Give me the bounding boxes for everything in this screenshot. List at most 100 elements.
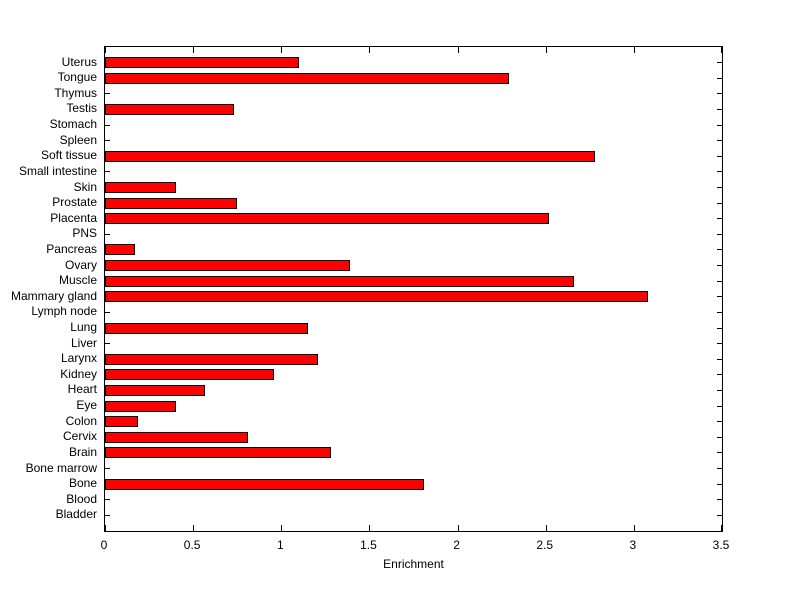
x-tick-top	[721, 47, 722, 53]
y-tick-left	[105, 343, 110, 345]
x-tick-label: 3.5	[712, 538, 730, 552]
y-tick-label: Blood	[66, 491, 97, 506]
y-tick-label: Mammary gland	[10, 288, 97, 303]
y-tick-label: Ovary	[64, 257, 97, 272]
x-tick-bottom	[281, 525, 283, 531]
plot-area	[104, 46, 723, 532]
bar-brain	[105, 447, 331, 459]
x-tick-label: 1	[276, 538, 284, 552]
y-tick-label: Stomach	[49, 117, 97, 132]
bar-tongue	[105, 72, 509, 84]
bar-heart	[105, 384, 205, 396]
y-tick-label: Liver	[70, 335, 97, 350]
x-tick-bottom	[369, 525, 371, 531]
bar-ovary	[105, 260, 350, 272]
x-tick-top	[281, 47, 283, 53]
bar-uterus	[105, 57, 299, 69]
x-tick-label: 0	[100, 538, 108, 552]
y-tick-left	[105, 499, 110, 501]
x-tick-bottom	[457, 525, 459, 531]
x-tick-bottom	[105, 525, 106, 531]
y-tick-right	[717, 140, 722, 142]
y-tick-label: Lung	[70, 320, 97, 335]
bar-kidney	[105, 369, 274, 381]
bar-colon	[105, 416, 138, 428]
y-tick-right	[717, 358, 722, 360]
bar-cervix	[105, 431, 248, 443]
y-tick-right	[717, 311, 722, 313]
y-tick-right	[717, 296, 722, 298]
y-tick-left	[105, 171, 110, 173]
y-tick-label: Prostate	[52, 195, 97, 210]
y-tick-right	[717, 421, 722, 423]
bar-mammary-gland	[105, 291, 648, 303]
bar-prostate	[105, 197, 237, 209]
y-tick-label: Uterus	[61, 54, 97, 69]
x-tick-bottom	[721, 525, 722, 531]
y-tick-right	[717, 327, 722, 329]
y-tick-right	[717, 436, 722, 438]
y-tick-label: Cervix	[62, 429, 97, 444]
x-tick-label: 0.5	[183, 538, 201, 552]
bar-placenta	[105, 213, 549, 225]
y-tick-right	[717, 124, 722, 126]
y-tick-label: Colon	[65, 413, 97, 428]
bar-lung	[105, 322, 308, 334]
y-tick-right	[717, 280, 722, 282]
y-tick-right	[717, 452, 722, 454]
y-tick-right	[717, 389, 722, 391]
y-tick-right	[717, 499, 722, 501]
y-tick-label: Larynx	[60, 351, 97, 366]
y-tick-label: PNS	[72, 226, 97, 241]
bar-testis	[105, 103, 234, 115]
x-tick-label: 3	[629, 538, 637, 552]
y-tick-label: Heart	[67, 382, 97, 397]
y-tick-right	[717, 77, 722, 79]
y-tick-right	[717, 233, 722, 235]
y-tick-label: Small intestine	[18, 163, 97, 178]
y-tick-left	[105, 140, 110, 142]
x-tick-bottom	[633, 525, 635, 531]
y-tick-label: Thymus	[54, 85, 97, 100]
y-tick-right	[717, 62, 722, 64]
y-tick-label: Skin	[73, 179, 97, 194]
y-tick-right	[717, 249, 722, 251]
x-tick-top	[545, 47, 547, 53]
y-tick-right	[717, 171, 722, 173]
y-tick-label: Spleen	[59, 132, 97, 147]
bar-larynx	[105, 353, 318, 365]
y-tick-label: Soft tissue	[40, 148, 97, 163]
x-tick-top	[633, 47, 635, 53]
y-tick-label: Eye	[76, 398, 97, 413]
y-tick-label: Bone	[68, 476, 97, 491]
bar-eye	[105, 400, 176, 412]
y-tick-left	[105, 124, 110, 126]
x-tick-top	[457, 47, 459, 53]
y-tick-left	[105, 468, 110, 470]
x-tick-bottom	[193, 525, 195, 531]
y-tick-right	[717, 483, 722, 485]
y-tick-label: Bone marrow	[25, 460, 97, 475]
y-tick-right	[717, 265, 722, 267]
y-tick-left	[105, 311, 110, 313]
y-tick-right	[717, 405, 722, 407]
y-tick-label: Tongue	[57, 70, 97, 85]
y-tick-right	[717, 374, 722, 376]
y-tick-right	[717, 202, 722, 204]
y-tick-right	[717, 187, 722, 189]
bar-skin	[105, 182, 176, 194]
y-tick-label: Brain	[68, 444, 97, 459]
x-tick-label: 1.5	[360, 538, 377, 552]
x-tick-bottom	[545, 525, 547, 531]
bar-pancreas	[105, 244, 135, 256]
y-tick-left	[105, 93, 110, 95]
x-tick-top	[193, 47, 195, 53]
bar-muscle	[105, 275, 574, 287]
y-tick-right	[717, 218, 722, 220]
bar-bone	[105, 478, 424, 490]
y-tick-right	[717, 108, 722, 110]
y-tick-label: Lymph node	[31, 304, 97, 319]
x-tick-top	[105, 47, 106, 53]
y-tick-left	[105, 233, 110, 235]
